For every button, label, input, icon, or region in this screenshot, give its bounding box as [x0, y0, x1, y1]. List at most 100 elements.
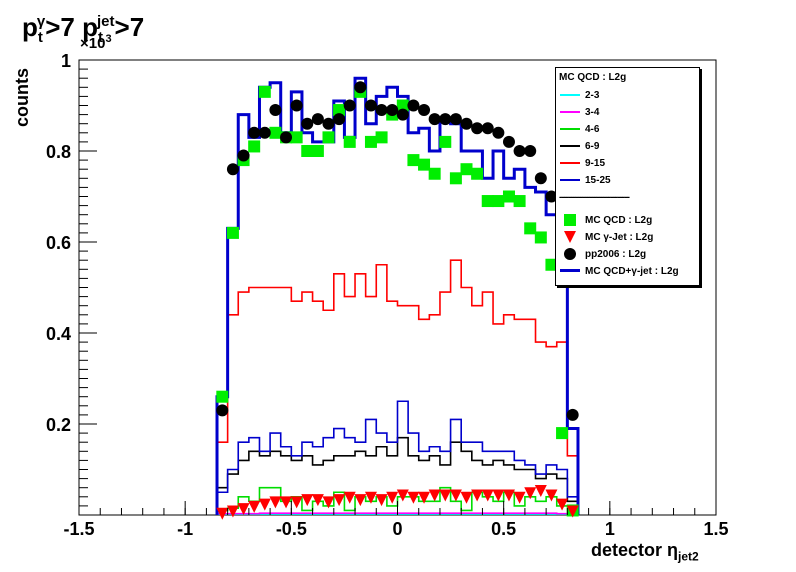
point-circle — [269, 104, 282, 117]
point-square — [492, 195, 505, 208]
x-axis-label: detector ηjet2 — [591, 540, 699, 564]
point-circle — [258, 126, 271, 139]
point-circle — [386, 104, 399, 117]
x-tick-label: 0.5 — [491, 519, 516, 539]
legend-entry: MC QCD+γ-jet : L2g — [559, 264, 679, 278]
point-square — [248, 140, 261, 153]
point-triangle — [449, 489, 462, 502]
legend-swatch — [559, 214, 581, 226]
x-tick-label: -1.5 — [63, 519, 94, 539]
x-tick-label: -1 — [177, 519, 193, 539]
point-triangle — [322, 496, 335, 509]
legend: MC QCD : L2g 2-3 3-4 4-6 6-9 9-15 15-25 -----… — [555, 67, 700, 286]
point-circle — [460, 117, 473, 130]
point-square — [396, 99, 409, 112]
point-square — [545, 258, 558, 271]
point-triangle — [364, 491, 377, 504]
point-square — [407, 154, 420, 167]
point-square — [290, 131, 303, 144]
point-square — [556, 427, 569, 440]
point-circle — [513, 145, 526, 157]
legend-entry: 4-6 — [559, 122, 599, 136]
point-circle — [311, 113, 324, 126]
point-triangle — [333, 494, 346, 507]
point-triangle — [258, 498, 271, 511]
legend-label: 6-9 — [585, 140, 600, 152]
point-square — [216, 390, 229, 403]
y-tick-label: 0.8 — [46, 142, 71, 162]
point-triangle — [375, 494, 388, 507]
point-square — [269, 126, 282, 139]
point-square — [364, 135, 377, 148]
point-triangle — [226, 505, 239, 518]
legend-swatch — [559, 157, 581, 169]
point-triangle — [492, 489, 505, 502]
point-square — [375, 131, 388, 144]
legend-label: MC γ-Jet : L2g — [585, 231, 654, 243]
point-triangle — [513, 491, 526, 504]
point-circle — [354, 81, 367, 94]
series-mc-qcd-jet-l2g — [215, 76, 580, 515]
y-tick-label: 1 — [61, 51, 71, 71]
point-triangle — [566, 505, 579, 518]
point-triangle — [386, 491, 399, 504]
axes: -1.5 -1 -0.5 0 0.5 1 1.5 0.2 0.4 0.6 0.8 1 — [46, 51, 729, 539]
point-circle — [216, 404, 229, 417]
point-triangle — [354, 494, 367, 507]
legend-label: 9-15 — [585, 157, 606, 169]
point-square — [343, 135, 356, 148]
point-circle — [502, 135, 515, 148]
point-triangle — [396, 489, 409, 502]
point-circle — [290, 99, 303, 112]
point-triangle — [524, 487, 537, 500]
point-circle — [364, 99, 377, 112]
legend-title: MC QCD : L2g — [559, 72, 627, 83]
point-square — [439, 135, 452, 148]
point-square — [481, 195, 494, 208]
legend-label: 4-6 — [585, 123, 600, 135]
point-circle — [226, 163, 239, 176]
point-circle — [343, 99, 356, 112]
legend-label: 2-3 — [585, 89, 600, 101]
point-triangle — [502, 489, 515, 502]
point-square — [534, 231, 547, 244]
markers — [216, 81, 579, 520]
legend-swatch — [559, 174, 581, 186]
legend-swatch — [559, 265, 581, 277]
legend-swatch — [559, 231, 581, 243]
point-circle — [418, 104, 431, 117]
point-triangle — [439, 489, 452, 502]
point-circle — [237, 149, 250, 162]
point-circle — [333, 113, 346, 126]
series-9-15 — [216, 259, 579, 515]
point-circle — [322, 117, 335, 130]
series-4-6 — [216, 486, 579, 515]
x-tick-label: 1.5 — [703, 519, 728, 539]
point-circle — [439, 113, 452, 126]
point-square — [226, 226, 239, 239]
point-triangle — [481, 489, 494, 502]
point-circle — [492, 126, 505, 139]
point-triangle — [290, 496, 303, 509]
legend-label: pp2006 : L2g — [585, 248, 647, 260]
y-tick-label: 0.6 — [46, 233, 71, 253]
chart-title: ptγ>7 ptjet>7 — [22, 12, 145, 47]
legend-entry: 3-4 — [559, 105, 599, 119]
point-triangle — [280, 496, 293, 509]
point-triangle — [460, 491, 473, 504]
point-circle — [280, 131, 293, 144]
legend-label: MC QCD+γ-jet : L2g — [585, 265, 679, 277]
point-triangle — [556, 498, 569, 511]
point-circle — [534, 172, 547, 185]
point-triangle — [237, 503, 250, 516]
point-triangle — [248, 500, 261, 513]
point-square — [471, 167, 484, 180]
point-square — [322, 131, 335, 144]
point-square — [301, 145, 314, 157]
legend-label: MC QCD : L2g — [585, 214, 653, 226]
point-circle — [375, 104, 388, 117]
point-square — [418, 158, 431, 171]
point-square — [428, 167, 441, 180]
legend-swatch — [559, 140, 581, 152]
